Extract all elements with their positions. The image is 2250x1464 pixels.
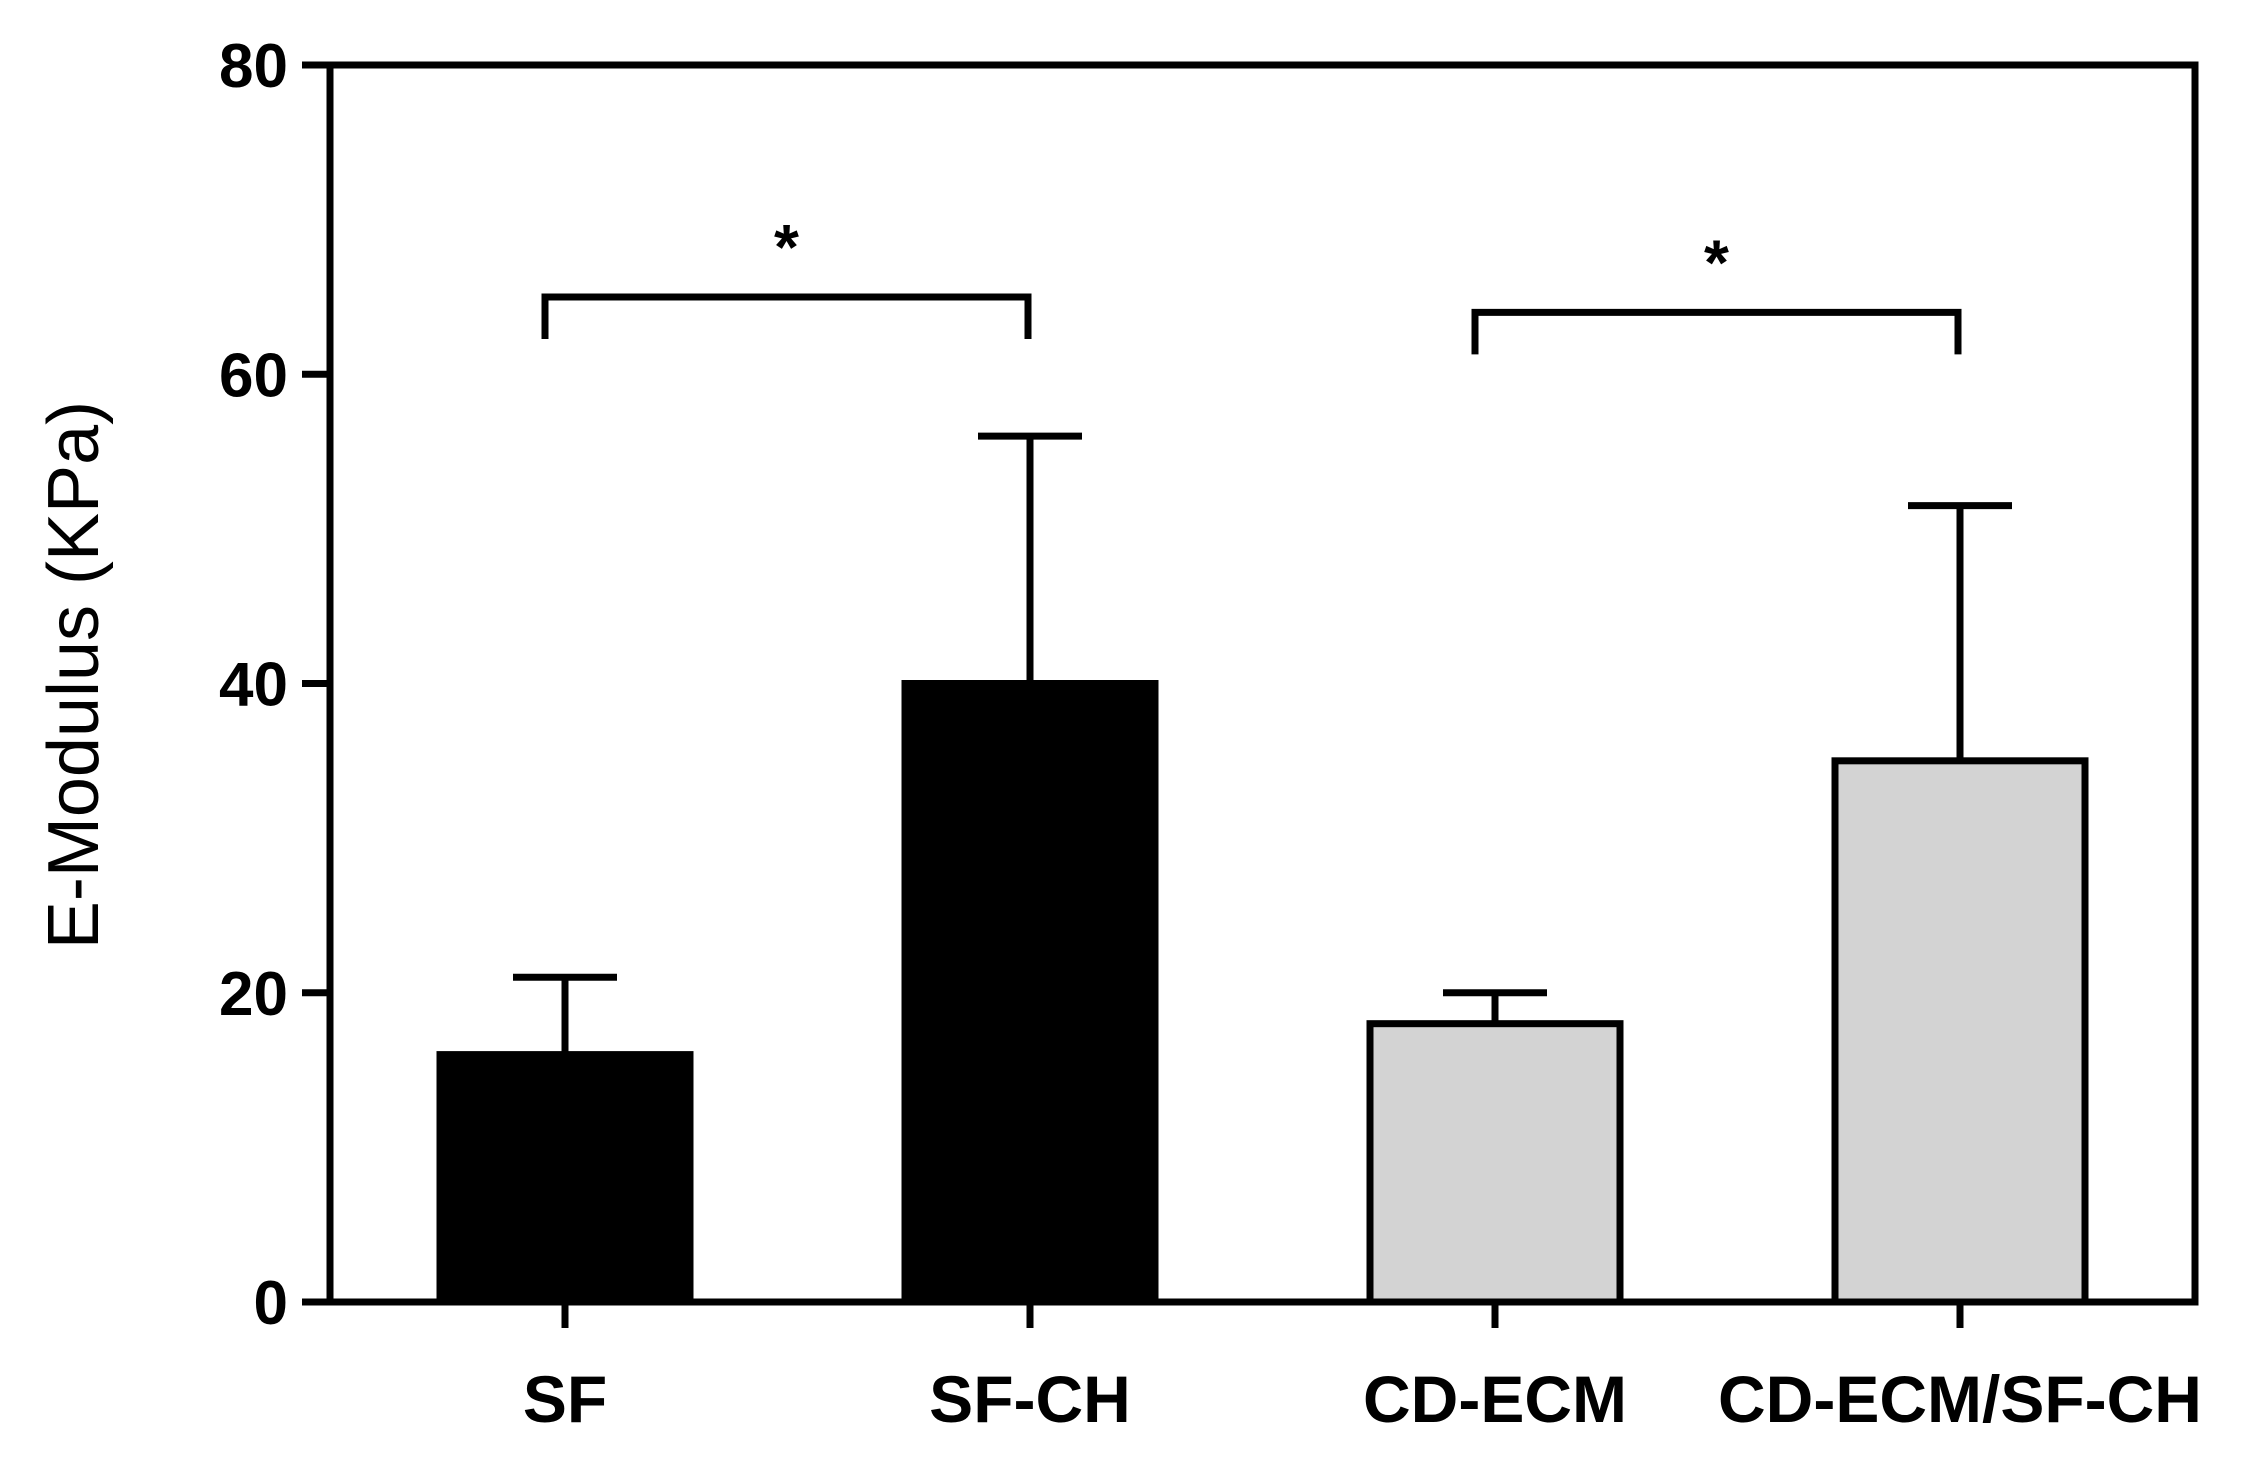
significance-star: * bbox=[1704, 226, 1729, 298]
y-tick-label: 80 bbox=[219, 32, 288, 101]
y-tick-label: 20 bbox=[219, 960, 288, 1029]
significance-bracket bbox=[541, 293, 1032, 339]
error-bars bbox=[513, 432, 2012, 1055]
bar-3 bbox=[1366, 1020, 1624, 1306]
x-tick-label: CD-ECM/SF-CH bbox=[1718, 1362, 2202, 1436]
significance-bracket bbox=[1471, 308, 1962, 355]
y-axis-ticks: 0 20 40 60 80 bbox=[219, 32, 330, 1338]
significance-brackets: * * bbox=[541, 211, 1962, 355]
x-tick-label: SF bbox=[523, 1362, 607, 1436]
x-tick-label: SF-CH bbox=[929, 1362, 1131, 1436]
y-axis-title: E-Modulus (KPa) bbox=[34, 401, 114, 949]
bar-1 bbox=[436, 1051, 694, 1306]
x-tick-label: CD-ECM bbox=[1363, 1362, 1627, 1436]
bar-2 bbox=[901, 680, 1159, 1306]
bar-4 bbox=[1831, 757, 2089, 1306]
x-axis-categories: SF SF-CH CD-ECM CD-ECM/SF-CH bbox=[523, 1302, 2202, 1436]
significance-star: * bbox=[774, 211, 799, 283]
y-tick-label: 60 bbox=[219, 341, 288, 410]
y-tick-label: 0 bbox=[254, 1269, 288, 1338]
plot-frame bbox=[326, 61, 2199, 1306]
bars bbox=[436, 680, 2089, 1306]
y-tick-label: 40 bbox=[219, 651, 288, 720]
